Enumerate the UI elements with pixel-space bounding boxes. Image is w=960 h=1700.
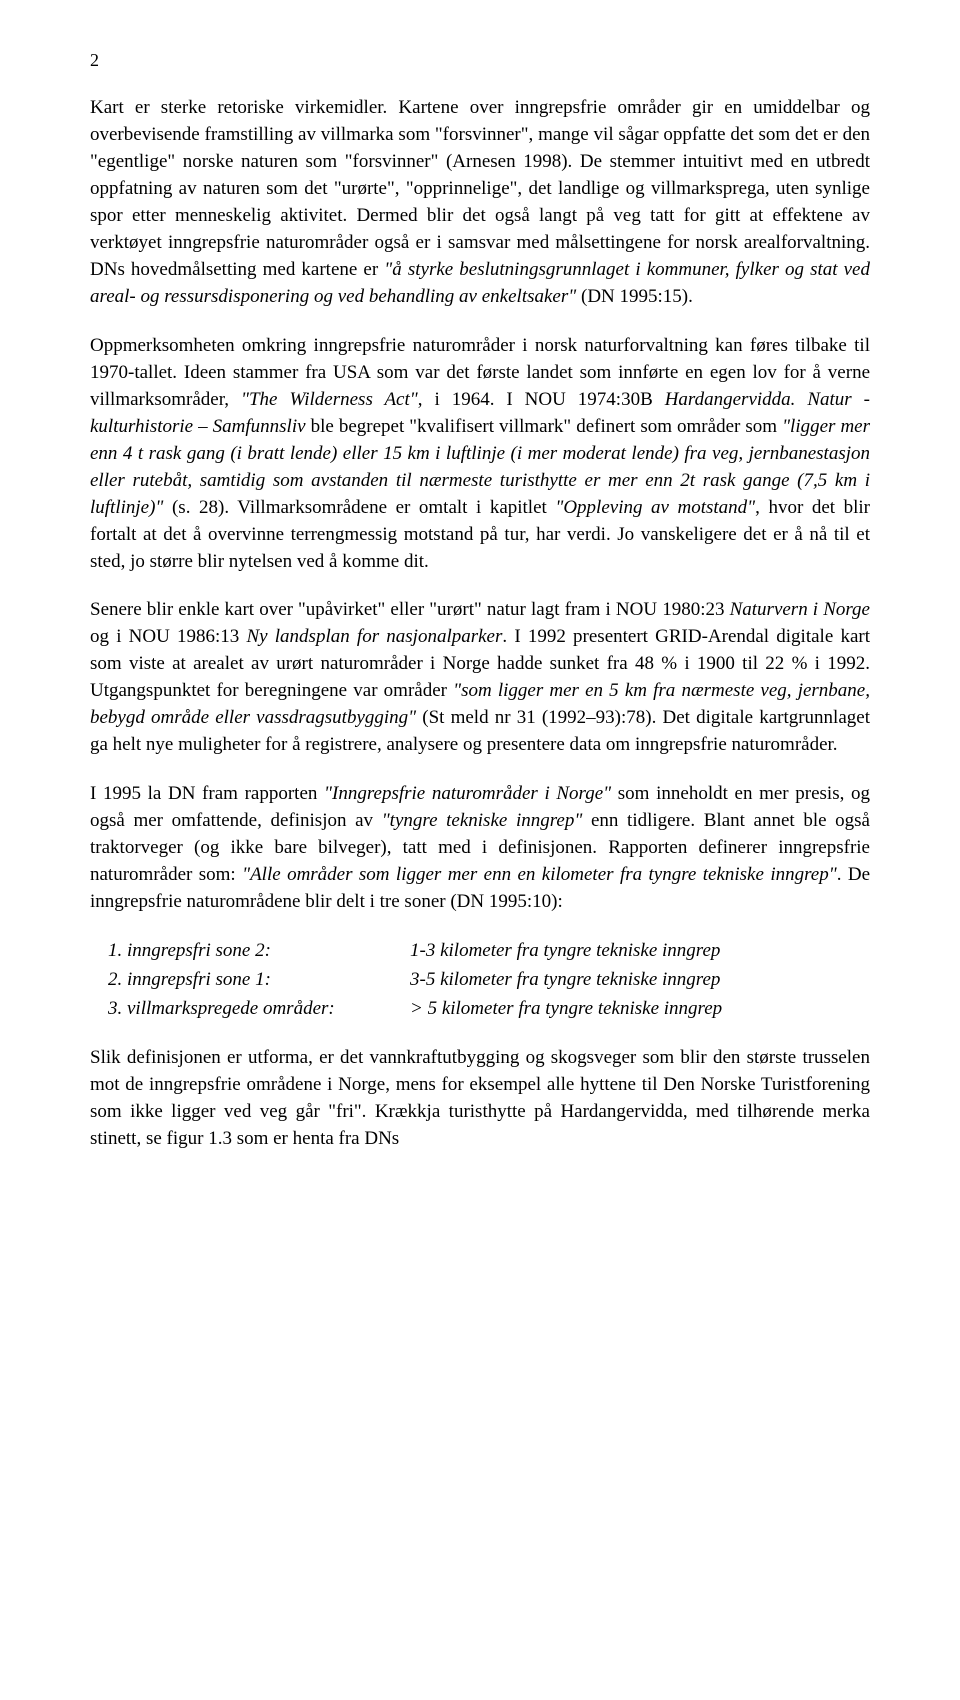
zone-desc: 3-5 kilometer fra tyngre tekniske inngre… <box>410 967 870 994</box>
zone-row: 3. villmarkspregede områder: > 5 kilomet… <box>90 996 870 1023</box>
text-run: Slik definisjonen er utforma, er det van… <box>90 1047 870 1149</box>
paragraph-3: Senere blir enkle kart over "upåvirket" … <box>90 597 870 759</box>
text-run: ble begrepet "kvalifisert villmark" defi… <box>306 416 783 437</box>
paragraph-1: Kart er sterke retoriske virkemidler. Ka… <box>90 95 870 311</box>
zone-list: 1. inngrepsfri sone 2: 1-3 kilometer fra… <box>90 938 870 1023</box>
text-italic: "The Wilderness Act" <box>241 389 418 410</box>
text-italic: "Alle områder som ligger mer enn en kilo… <box>242 864 837 885</box>
text-italic: Naturvern i Norge <box>730 599 870 620</box>
text-run: I 1995 la DN fram rapporten <box>90 783 324 804</box>
text-run: (s. 28). Villmarksområdene er omtalt i k… <box>163 497 555 518</box>
zone-desc: 1-3 kilometer fra tyngre tekniske inngre… <box>410 938 870 965</box>
zone-label: 3. villmarkspregede områder: <box>90 996 410 1023</box>
page-number: 2 <box>90 50 870 71</box>
text-italic: "tyngre tekniske inngrep" <box>382 810 583 831</box>
text-italic: "Inngrepsfrie naturområder i Norge" <box>324 783 611 804</box>
paragraph-2: Oppmerksomheten omkring inngrepsfrie nat… <box>90 333 870 576</box>
text-italic: "Oppleving av motstand" <box>555 497 755 518</box>
text-run: og i NOU 1986:13 <box>90 626 246 647</box>
paragraph-4: I 1995 la DN fram rapporten "Inngrepsfri… <box>90 781 870 916</box>
text-run: , i 1964. I NOU 1974:30B <box>418 389 665 410</box>
text-run: Kart er sterke retoriske virkemidler. Ka… <box>90 97 870 280</box>
zone-row: 1. inngrepsfri sone 2: 1-3 kilometer fra… <box>90 938 870 965</box>
zone-label: 2. inngrepsfri sone 1: <box>90 967 410 994</box>
paragraph-5: Slik definisjonen er utforma, er det van… <box>90 1045 870 1153</box>
text-italic: Ny landsplan for nasjonalparker <box>246 626 502 647</box>
zone-row: 2. inngrepsfri sone 1: 3-5 kilometer fra… <box>90 967 870 994</box>
text-run: Senere blir enkle kart over "upåvirket" … <box>90 599 730 620</box>
zone-desc: > 5 kilometer fra tyngre tekniske inngre… <box>410 996 870 1023</box>
zone-label: 1. inngrepsfri sone 2: <box>90 938 410 965</box>
text-run: (DN 1995:15). <box>576 286 693 307</box>
